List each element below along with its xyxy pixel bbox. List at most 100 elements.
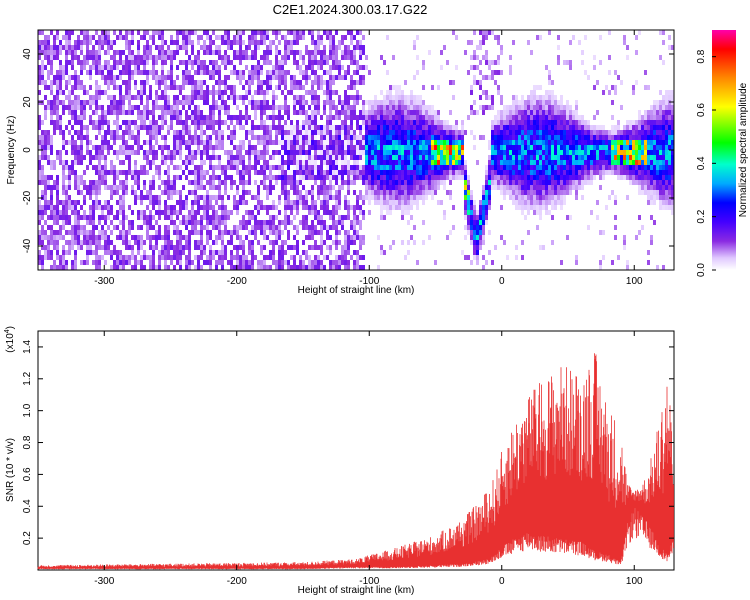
spectrogram-cell bbox=[182, 250, 185, 255]
spectrogram-cell bbox=[497, 185, 500, 190]
spectrogram-cell bbox=[218, 185, 221, 190]
spectrogram-cell bbox=[161, 235, 164, 240]
spectrogram-cell bbox=[278, 235, 281, 240]
spectrogram-cell bbox=[548, 170, 551, 175]
spectrogram-cell bbox=[248, 265, 251, 270]
spectrogram-cell bbox=[566, 115, 569, 120]
spectrogram-cell bbox=[404, 100, 407, 105]
spectrogram-cell bbox=[266, 115, 269, 120]
spectrogram-cell bbox=[302, 170, 305, 175]
spectrogram-cell bbox=[116, 60, 119, 65]
spectrogram-cell bbox=[311, 60, 314, 65]
spectrogram-cell bbox=[431, 160, 434, 165]
spectrogram-cell bbox=[380, 175, 383, 180]
spectrogram-cell bbox=[107, 245, 110, 250]
spectrogram-cell bbox=[62, 100, 65, 105]
spectrogram-cell bbox=[80, 140, 83, 145]
spectrogram-cell bbox=[131, 175, 134, 180]
spectrogram-cell bbox=[41, 180, 44, 185]
spectrogram-cell bbox=[155, 245, 158, 250]
spectrogram-cell bbox=[119, 170, 122, 175]
spectrogram-cell bbox=[209, 125, 212, 130]
spectrogram-cell bbox=[77, 60, 80, 65]
spectrogram-cell bbox=[143, 50, 146, 55]
spectrogram-cell bbox=[434, 150, 437, 155]
spectrogram-cell bbox=[332, 155, 335, 160]
spectrogram-cell bbox=[128, 100, 131, 105]
spectrogram-cell bbox=[176, 190, 179, 195]
spectrogram-cell bbox=[77, 150, 80, 155]
spectrogram-cell bbox=[74, 50, 77, 55]
spectrogram-cell bbox=[554, 125, 557, 130]
spectrogram-cell bbox=[230, 265, 233, 270]
spectrogram-cell bbox=[515, 95, 518, 100]
spectrogram-cell bbox=[314, 205, 317, 210]
spectrogram-cell bbox=[272, 205, 275, 210]
spectrogram-cell bbox=[341, 160, 344, 165]
spectrogram-cell bbox=[317, 175, 320, 180]
spectrogram-cell bbox=[95, 170, 98, 175]
spectrogram-cell bbox=[542, 145, 545, 150]
spectrogram-cell bbox=[155, 265, 158, 270]
spectrogram-cell bbox=[485, 60, 488, 65]
spectrogram-cell bbox=[293, 105, 296, 110]
spectrogram-cell bbox=[494, 145, 497, 150]
spectrogram-cell bbox=[521, 115, 524, 120]
spectrogram-cell bbox=[77, 190, 80, 195]
spectrogram-cell bbox=[44, 130, 47, 135]
spectrogram-cell bbox=[500, 50, 503, 55]
spectrogram-cell bbox=[281, 250, 284, 255]
spectrogram-cell bbox=[56, 215, 59, 220]
spectrogram-cell bbox=[143, 265, 146, 270]
spectrogram-cell bbox=[62, 140, 65, 145]
spectrogram-cell bbox=[143, 170, 146, 175]
spectrogram-cell bbox=[164, 200, 167, 205]
spectrogram-cell bbox=[137, 180, 140, 185]
spectrogram-cell bbox=[329, 50, 332, 55]
spectrogram-cell bbox=[38, 115, 41, 120]
spectrogram-cell bbox=[440, 200, 443, 205]
spectrogram-cell bbox=[155, 150, 158, 155]
spectrogram-cell bbox=[284, 130, 287, 135]
spectrogram-cell bbox=[233, 50, 236, 55]
spectrogram-cell bbox=[122, 200, 125, 205]
spectrogram-cell bbox=[494, 60, 497, 65]
spectrogram-cell bbox=[365, 65, 368, 70]
spectrogram-cell bbox=[428, 150, 431, 155]
spectrogram-cell bbox=[266, 190, 269, 195]
spectrogram-cell bbox=[38, 235, 41, 240]
spectrogram-cell bbox=[293, 150, 296, 155]
spectrogram-cell bbox=[527, 200, 530, 205]
spectrogram-cell bbox=[296, 40, 299, 45]
spectrogram-cell bbox=[404, 80, 407, 85]
spectrogram-cell bbox=[41, 260, 44, 265]
spectrogram-cell bbox=[122, 220, 125, 225]
spectrogram-cell bbox=[431, 165, 434, 170]
spectrogram-cell bbox=[89, 180, 92, 185]
spectrogram-cell bbox=[278, 60, 281, 65]
spectrogram-cell bbox=[116, 105, 119, 110]
spectrogram-cell bbox=[296, 175, 299, 180]
spectrogram-cell bbox=[440, 140, 443, 145]
spectrogram-cell bbox=[206, 30, 209, 35]
spectrogram-cell bbox=[209, 145, 212, 150]
spectrogram-cell bbox=[206, 145, 209, 150]
spectrogram-cell bbox=[92, 180, 95, 185]
spectrogram-cell bbox=[257, 205, 260, 210]
spectrogram-cell bbox=[419, 100, 422, 105]
spectrogram-cell bbox=[512, 110, 515, 115]
spectrogram-cell bbox=[83, 125, 86, 130]
spectrogram-cell bbox=[41, 155, 44, 160]
spectrogram-cell bbox=[497, 115, 500, 120]
spectrogram-cell bbox=[515, 145, 518, 150]
spectrogram-cell bbox=[239, 180, 242, 185]
spectrogram-cell bbox=[119, 100, 122, 105]
spectrogram-cell bbox=[59, 160, 62, 165]
spectrogram-cell bbox=[110, 160, 113, 165]
spectrogram-cell bbox=[470, 225, 473, 230]
spectrogram-cell bbox=[104, 65, 107, 70]
spectrogram-cell bbox=[347, 240, 350, 245]
spectrogram-cell bbox=[329, 120, 332, 125]
spectrogram-cell bbox=[323, 50, 326, 55]
spectrogram-cell bbox=[143, 240, 146, 245]
